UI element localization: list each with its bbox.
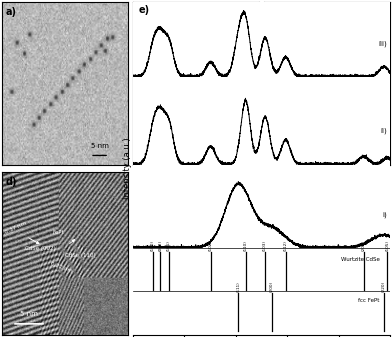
Text: iii): iii) — [379, 40, 387, 47]
Text: (103): (103) — [263, 240, 267, 251]
Text: 0.22 nm: 0.22 nm — [50, 262, 73, 274]
Text: CdSe (110): CdSe (110) — [65, 253, 96, 258]
Text: e): e) — [138, 5, 149, 15]
Text: (101): (101) — [167, 240, 171, 251]
Text: (111): (111) — [236, 281, 240, 292]
Text: Wurtzite CdSe: Wurtzite CdSe — [341, 257, 380, 262]
Text: 5 nm: 5 nm — [91, 143, 109, 149]
Text: c): c) — [268, 7, 278, 17]
Text: (102): (102) — [209, 240, 212, 251]
Text: (203): (203) — [362, 240, 366, 251]
Text: ii): ii) — [381, 128, 387, 134]
Text: b): b) — [137, 7, 149, 17]
Text: 0.37 nm: 0.37 nm — [4, 221, 27, 235]
Text: fcc FePt: fcc FePt — [358, 298, 380, 303]
Text: (100): (100) — [151, 240, 155, 251]
Text: CdSe (002): CdSe (002) — [25, 246, 55, 251]
Text: i): i) — [383, 211, 387, 218]
Text: (112): (112) — [284, 240, 288, 251]
Text: 5 nm: 5 nm — [20, 311, 38, 317]
Text: (105): (105) — [385, 240, 390, 251]
Text: a): a) — [6, 7, 17, 17]
Y-axis label: Intensity (a.u.): Intensity (a.u.) — [123, 138, 132, 199]
Text: (220): (220) — [382, 281, 386, 292]
Text: d): d) — [6, 177, 17, 187]
Text: (002): (002) — [158, 240, 162, 251]
Text: FePt: FePt — [53, 230, 64, 235]
Text: 5 nm: 5 nm — [222, 143, 240, 149]
Text: (200): (200) — [270, 281, 274, 292]
Text: 5 nm: 5 nm — [353, 143, 370, 149]
Text: (110): (110) — [243, 240, 248, 251]
